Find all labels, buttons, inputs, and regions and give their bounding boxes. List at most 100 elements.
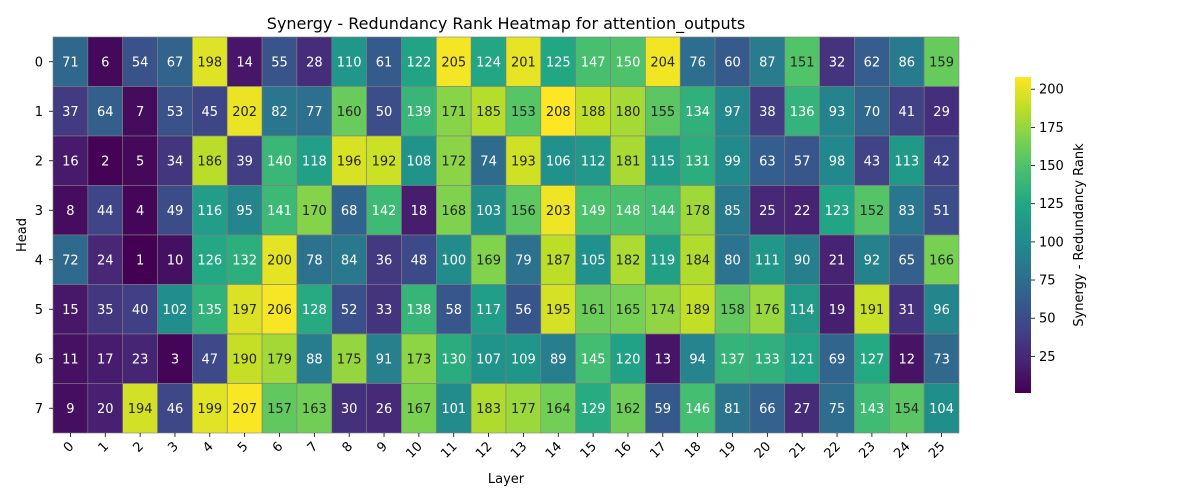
cell-value-label: 30 <box>341 402 358 417</box>
heatmap-cell <box>436 36 472 87</box>
heatmap-cell <box>87 36 123 87</box>
heatmap-cell <box>540 135 576 186</box>
heatmap-cell <box>52 36 89 87</box>
heatmap-cell <box>645 135 681 186</box>
colorbar-ticks: 25 50 75 100 125 150 175 200 <box>1031 83 1064 365</box>
heatmap-cell <box>52 333 89 384</box>
y-tick-label: 7 <box>35 402 43 417</box>
cell-value-label: 130 <box>441 352 466 367</box>
cell-value-label: 90 <box>794 253 811 268</box>
heatmap-cell <box>52 284 89 335</box>
cell-value-label: 102 <box>163 303 188 318</box>
heatmap-cell <box>679 234 716 285</box>
cell-value-label: 2 <box>101 154 109 169</box>
heatmap-cell <box>436 333 472 384</box>
cell-value-label: 118 <box>302 154 327 169</box>
cell-value-label: 70 <box>864 105 881 120</box>
heatmap-cell <box>645 185 681 236</box>
cell-value-label: 114 <box>790 303 815 318</box>
colorbar-tick-label: 75 <box>1039 274 1056 289</box>
cell-value-label: 96 <box>933 303 950 318</box>
heatmap-cell <box>331 135 367 186</box>
heatmap-cell <box>226 36 263 87</box>
cell-value-label: 201 <box>511 55 536 70</box>
cell-value-label: 167 <box>406 402 431 417</box>
heatmap-cell <box>296 36 333 87</box>
x-tick-label: 23 <box>856 439 878 461</box>
heatmap-cell <box>645 36 681 87</box>
cell-value-label: 69 <box>829 352 846 367</box>
heatmap-cell <box>923 383 960 434</box>
heatmap-cell <box>296 284 333 335</box>
cell-value-label: 139 <box>406 105 431 120</box>
y-tick-label: 0 <box>35 55 43 70</box>
heatmap-cell <box>401 234 437 285</box>
heatmap-cell <box>749 333 786 384</box>
heatmap-cells: 71 6 54 67 198 14 55 28 110 61 122 205 124 201 125 147 1… <box>52 36 960 434</box>
heatmap-cell <box>52 86 89 137</box>
cell-value-label: 147 <box>581 55 606 70</box>
heatmap-cell <box>331 383 367 434</box>
cell-value-label: 66 <box>759 402 776 417</box>
cell-value-label: 23 <box>132 352 149 367</box>
cell-value-label: 109 <box>511 352 536 367</box>
cell-value-label: 193 <box>511 154 536 169</box>
cell-value-label: 206 <box>267 303 292 318</box>
heatmap-cell <box>854 135 890 186</box>
x-tick-label: 5 <box>235 439 251 455</box>
heatmap-cell <box>505 135 542 186</box>
heatmap-cell <box>923 86 960 137</box>
cell-value-label: 107 <box>476 352 501 367</box>
heatmap-cell <box>261 185 298 236</box>
cell-value-label: 73 <box>933 352 950 367</box>
cell-value-label: 53 <box>167 105 184 120</box>
cell-value-label: 153 <box>511 105 536 120</box>
cell-value-label: 84 <box>341 253 358 268</box>
heatmap-cell <box>366 333 402 384</box>
colorbar-tick-label: 200 <box>1039 83 1064 98</box>
cell-value-label: 136 <box>790 105 815 120</box>
heatmap-cell <box>714 284 751 335</box>
cell-value-label: 42 <box>933 154 950 169</box>
cell-value-label: 103 <box>476 204 501 219</box>
cell-value-label: 80 <box>724 253 741 268</box>
cell-value-label: 163 <box>302 402 327 417</box>
y-axis-ticks: 0 1 2 3 4 5 6 7 <box>35 55 53 417</box>
heatmap-cell <box>714 333 751 384</box>
cell-value-label: 17 <box>97 352 114 367</box>
cell-value-label: 95 <box>236 204 253 219</box>
heatmap-cell <box>610 234 646 285</box>
heatmap-cell <box>645 234 681 285</box>
cell-value-label: 106 <box>546 154 571 169</box>
cell-value-label: 186 <box>197 154 222 169</box>
cell-value-label: 39 <box>236 154 253 169</box>
y-tick-label: 1 <box>35 105 43 120</box>
cell-value-label: 199 <box>197 402 222 417</box>
cell-value-label: 148 <box>616 204 641 219</box>
cell-value-label: 177 <box>511 402 536 417</box>
cell-value-label: 15 <box>62 303 79 318</box>
cell-value-label: 205 <box>441 55 466 70</box>
cell-value-label: 61 <box>376 55 393 70</box>
x-axis-label: Layer <box>488 472 525 487</box>
heatmap-cell <box>854 86 890 137</box>
heatmap-cell <box>470 383 507 434</box>
cell-value-label: 8 <box>66 204 74 219</box>
heatmap-cell <box>505 185 542 236</box>
heatmap-cell <box>261 383 298 434</box>
cell-value-label: 207 <box>232 402 257 417</box>
cell-value-label: 22 <box>794 204 811 219</box>
cell-value-label: 198 <box>197 55 222 70</box>
heatmap-cell <box>889 36 925 87</box>
heatmap-cell <box>470 284 507 335</box>
heatmap-cell <box>366 185 402 236</box>
cell-value-label: 88 <box>306 352 323 367</box>
cell-value-label: 190 <box>232 352 257 367</box>
cell-value-label: 116 <box>197 204 222 219</box>
heatmap-cell <box>157 234 193 285</box>
colorbar: 25 50 75 100 125 150 175 200 Synergy - Redundan… <box>1015 77 1087 393</box>
y-axis-label: Head <box>15 218 30 252</box>
cell-value-label: 79 <box>515 253 532 268</box>
cell-value-label: 157 <box>267 402 292 417</box>
